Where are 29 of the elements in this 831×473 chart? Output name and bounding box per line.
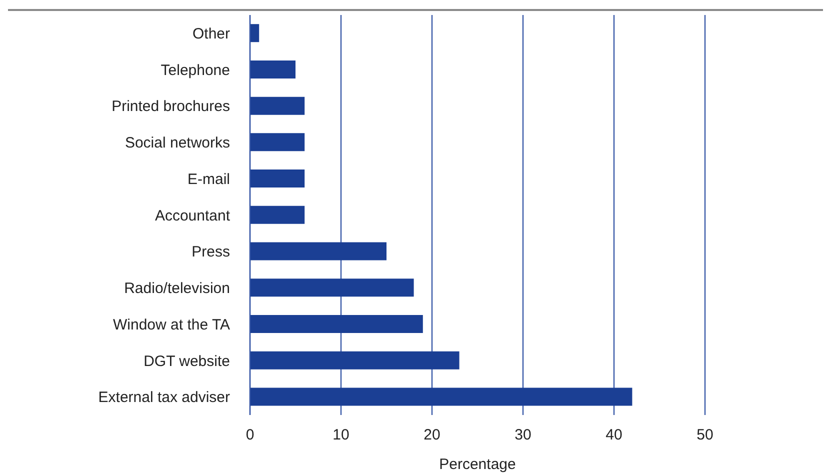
bar bbox=[250, 278, 414, 297]
x-axis-title: Percentage bbox=[439, 456, 516, 473]
y-tick-label: External tax adviser bbox=[98, 389, 230, 406]
y-tick-label: DGT website bbox=[144, 352, 230, 370]
bar bbox=[250, 24, 260, 42]
bar bbox=[250, 315, 423, 333]
bar bbox=[250, 133, 305, 152]
bar bbox=[250, 96, 305, 115]
bar bbox=[250, 60, 296, 78]
bar bbox=[250, 388, 632, 406]
bar bbox=[250, 351, 460, 370]
y-tick-label: Printed brochures bbox=[112, 98, 230, 116]
y-tick-label: Other bbox=[192, 26, 230, 43]
bar bbox=[250, 206, 305, 224]
y-tick-label: Window at the TA bbox=[113, 316, 230, 334]
x-tick-label: 0 bbox=[246, 426, 254, 444]
y-tick-label: Press bbox=[192, 244, 230, 261]
x-tick-label: 30 bbox=[514, 426, 532, 444]
x-tick-label: 10 bbox=[332, 426, 350, 444]
y-tick-label: Accountant bbox=[154, 207, 231, 224]
bar bbox=[250, 170, 305, 188]
bar bbox=[250, 242, 386, 260]
y-tick-label: Social networks bbox=[124, 134, 230, 152]
x-tick-label: 50 bbox=[696, 426, 714, 444]
y-tick-label: Telephone bbox=[160, 62, 230, 79]
y-tick-label: E-mail bbox=[187, 170, 230, 188]
x-tick-label: 40 bbox=[606, 426, 622, 444]
x-tick-label: 20 bbox=[424, 426, 440, 444]
y-tick-label: Radio/television bbox=[124, 280, 230, 298]
